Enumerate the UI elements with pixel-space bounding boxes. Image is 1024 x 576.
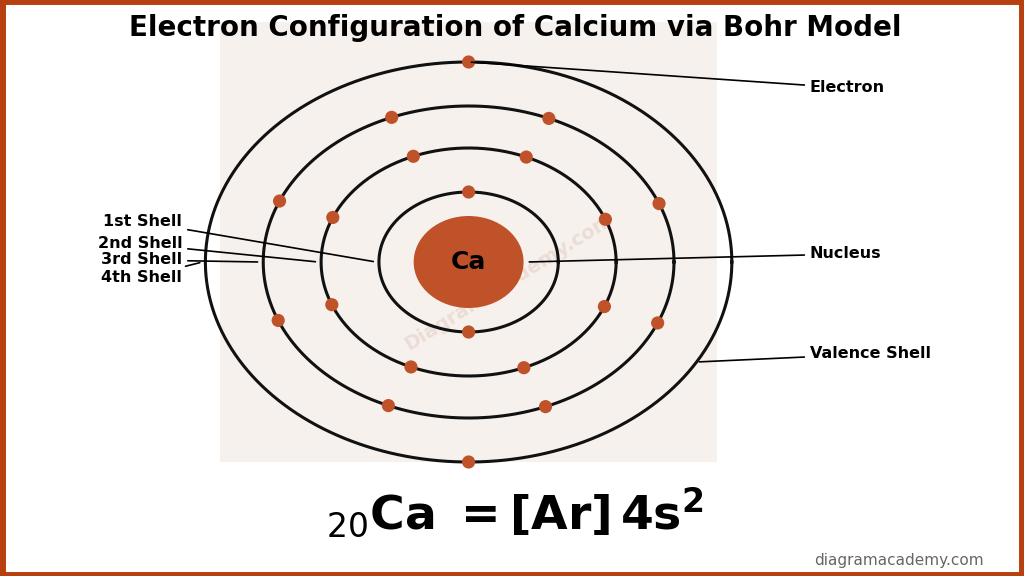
Text: Electron: Electron xyxy=(471,62,885,96)
Point xyxy=(461,187,477,196)
Point xyxy=(325,213,341,222)
Text: 2nd Shell: 2nd Shell xyxy=(97,237,315,262)
Point xyxy=(516,363,532,372)
Point xyxy=(461,457,477,467)
Text: Ca: Ca xyxy=(451,250,486,274)
Point xyxy=(596,302,612,311)
Point xyxy=(383,113,399,122)
Point xyxy=(541,114,557,123)
Point xyxy=(649,319,666,328)
Point xyxy=(461,327,477,336)
Text: Valence Shell: Valence Shell xyxy=(699,347,931,362)
Point xyxy=(270,316,287,325)
Point xyxy=(461,58,477,67)
Ellipse shape xyxy=(414,216,523,308)
Text: 4th Shell: 4th Shell xyxy=(101,263,200,285)
Point xyxy=(380,401,396,410)
Text: 3rd Shell: 3rd Shell xyxy=(101,252,258,267)
Point xyxy=(651,199,668,208)
Text: 1st Shell: 1st Shell xyxy=(103,214,374,262)
Point xyxy=(518,153,535,162)
Text: Electron Configuration of Calcium via Bohr Model: Electron Configuration of Calcium via Bo… xyxy=(129,14,901,42)
Text: Nucleus: Nucleus xyxy=(529,247,882,262)
Point xyxy=(597,215,613,224)
Point xyxy=(406,151,422,161)
Text: $\mathregular{_{20}}$$\mathbf{Ca}$ $\mathbf{= [Ar]\, 4s^2}$: $\mathregular{_{20}}$$\mathbf{Ca}$ $\mat… xyxy=(326,485,703,539)
Point xyxy=(324,300,340,309)
Point xyxy=(538,402,554,411)
Point xyxy=(271,196,288,206)
Text: Diagramacademy.com: Diagramacademy.com xyxy=(401,210,616,354)
FancyBboxPatch shape xyxy=(220,22,718,462)
Text: diagramacademy.com: diagramacademy.com xyxy=(814,553,983,568)
Point xyxy=(402,362,419,372)
